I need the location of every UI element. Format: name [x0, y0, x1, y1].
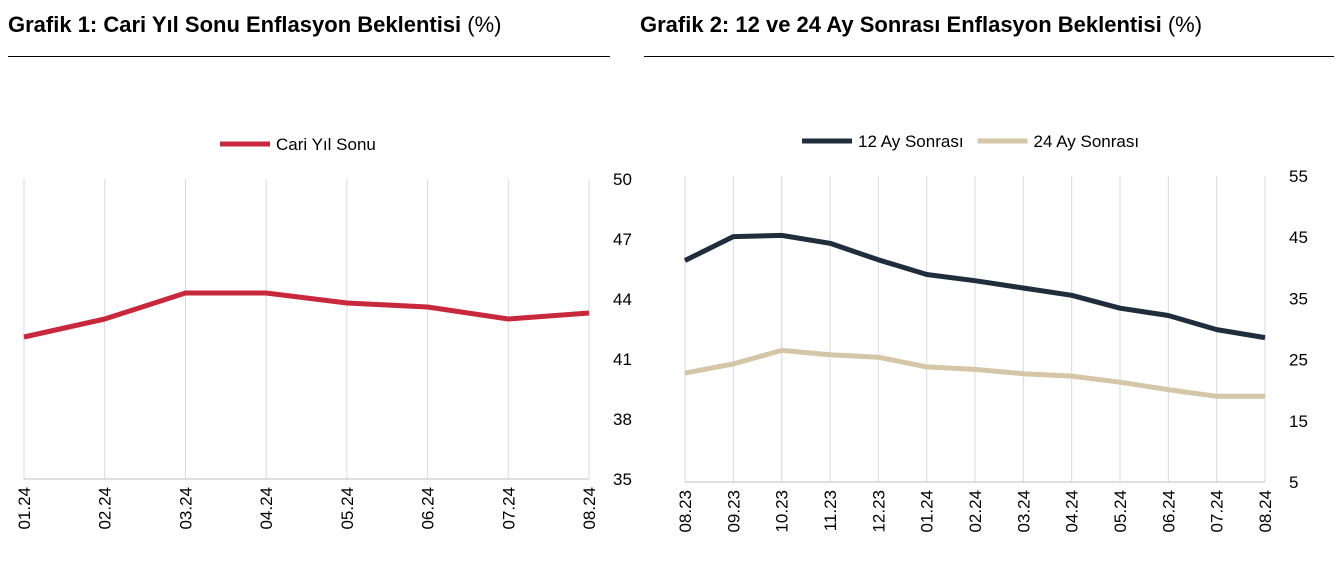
chart-1-svg: 35 38 41 44 47 50 01.24 02.24 03.24 04.24 05.24 06.…: [15, 135, 632, 530]
data-point: [1216, 329, 1218, 331]
data-point: [926, 274, 928, 276]
data-point: [1022, 373, 1024, 375]
data-point: [781, 349, 783, 351]
legend-label: 12 Ay Sonrası: [858, 132, 964, 151]
x-tick-label: 04.24: [257, 487, 276, 530]
y-tick-label: 47: [613, 230, 632, 249]
y-tick-label: 35: [613, 470, 632, 489]
data-point: [926, 366, 928, 368]
x-tick-label: 08.23: [676, 490, 695, 533]
x-tick-label: 06.24: [419, 487, 438, 530]
y-tick-label: 35: [1289, 289, 1308, 308]
data-point: [346, 302, 348, 304]
x-tick-label: 05.24: [1111, 490, 1130, 533]
y-tick-label: 55: [1289, 167, 1308, 186]
data-point: [1071, 294, 1073, 296]
chart-2-svg: 5 15 25 35 45 55 08.23 09.23 10.23 11.23 12.23 01.2…: [676, 132, 1308, 533]
data-point: [1022, 287, 1024, 289]
data-point: [265, 292, 267, 294]
x-tick-label: 02.24: [96, 487, 115, 530]
data-point: [1119, 307, 1121, 309]
data-point: [1264, 395, 1266, 397]
x-tick-label: 05.24: [338, 487, 357, 530]
x-tick-label: 07.24: [499, 487, 518, 530]
data-point: [1264, 337, 1266, 339]
title-rule-1: [8, 56, 610, 57]
x-tick-label: 09.23: [724, 490, 743, 533]
x-tick-label: 12.23: [869, 490, 888, 533]
data-point: [588, 312, 590, 314]
data-point: [781, 234, 783, 236]
data-point: [829, 242, 831, 244]
y-tick-label: 50: [613, 170, 632, 189]
x-tick-label: 03.24: [1014, 490, 1033, 533]
x-tick-label: 01.24: [15, 487, 34, 530]
legend-label: 24 Ay Sonrası: [1034, 132, 1140, 151]
data-point: [1167, 315, 1169, 317]
data-point: [732, 363, 734, 365]
data-point: [184, 292, 186, 294]
data-point: [829, 354, 831, 356]
data-point: [732, 236, 734, 238]
data-point: [104, 318, 106, 320]
x-tick-label: 06.24: [1159, 490, 1178, 533]
x-tick-label: 08.24: [1256, 490, 1275, 533]
y-tick-label: 45: [1289, 228, 1308, 247]
chart-title-2: Grafik 2: 12 ve 24 Ay Sonrası Enflasyon …: [640, 12, 1202, 38]
y-tick-label: 41: [613, 350, 632, 369]
chart-title-2-unit: (%): [1167, 12, 1203, 37]
x-tick-label: 07.24: [1208, 490, 1227, 533]
chart-title-1-unit: (%): [467, 12, 502, 37]
x-tick-label: 03.24: [176, 487, 195, 530]
legend-label: Cari Yıl Sonu: [276, 135, 376, 154]
x-tick-label: 08.24: [580, 487, 599, 530]
chart-title-1: Grafik 1: Cari Yıl Sonu Enflasyon Beklen…: [8, 12, 502, 38]
data-point: [1071, 375, 1073, 377]
x-tick-label: 10.23: [773, 490, 792, 533]
y-tick-label: 5: [1289, 473, 1298, 492]
data-point: [23, 336, 25, 338]
x-tick-label: 11.23: [821, 490, 840, 531]
x-tick-label: 04.24: [1063, 490, 1082, 533]
y-tick-label: 15: [1289, 412, 1308, 431]
data-point: [1167, 389, 1169, 391]
data-point: [974, 368, 976, 370]
data-point: [877, 259, 879, 261]
data-point: [684, 372, 686, 374]
x-tick-label: 02.24: [966, 490, 985, 533]
chart-title-1-main: Grafik 1: Cari Yıl Sonu Enflasyon Beklen…: [8, 12, 462, 37]
y-tick-label: 44: [613, 290, 632, 309]
data-point: [507, 318, 509, 320]
y-tick-label: 25: [1289, 351, 1308, 370]
title-rule-2: [644, 56, 1334, 57]
data-point: [427, 306, 429, 308]
data-point: [877, 356, 879, 358]
data-point: [974, 280, 976, 282]
y-tick-label: 38: [613, 410, 632, 429]
chart-title-2-main: Grafik 2: 12 ve 24 Ay Sonrası Enflasyon …: [640, 12, 1162, 37]
data-point: [1119, 381, 1121, 383]
x-tick-label: 01.24: [918, 490, 937, 533]
data-point: [684, 259, 686, 261]
series-line-cari-y-l-sonu: [23, 290, 590, 340]
data-point: [1216, 395, 1218, 397]
